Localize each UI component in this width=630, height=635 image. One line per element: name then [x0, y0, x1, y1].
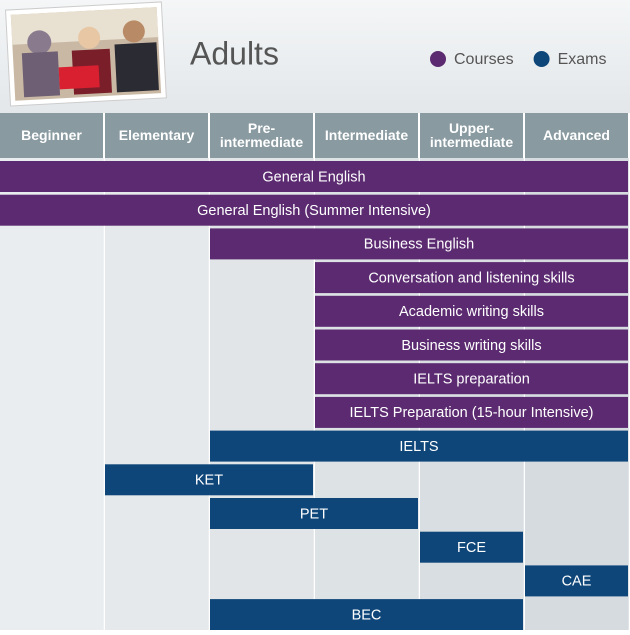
course-name: IELTS preparation	[413, 372, 530, 388]
course-bar	[315, 295, 628, 327]
course-name: Conversation and listening skills	[368, 270, 574, 286]
course-name: PET	[300, 506, 328, 522]
course-bar	[0, 161, 628, 192]
level-label: Elementary	[119, 127, 195, 143]
column-bg	[0, 158, 104, 630]
level-label: intermediate	[220, 134, 303, 150]
course-bar	[105, 464, 313, 496]
level-header	[105, 113, 208, 158]
course-bar	[315, 262, 628, 294]
course-name: Academic writing skills	[399, 304, 544, 320]
course-bar	[210, 228, 628, 260]
column-bg	[105, 158, 209, 630]
title: Adults	[190, 35, 279, 71]
course-name: Business English	[364, 237, 474, 253]
photo	[5, 1, 167, 107]
course-bar	[210, 430, 628, 462]
course-name: FCE	[457, 540, 486, 556]
legend-label: Exams	[558, 51, 607, 68]
legend-label: Courses	[454, 51, 514, 68]
level-label: Advanced	[543, 127, 610, 143]
level-header	[525, 113, 628, 158]
legend-swatch	[533, 51, 550, 67]
level-label: Intermediate	[325, 127, 408, 143]
course-bar	[315, 363, 628, 395]
course-bar	[210, 498, 418, 529]
course-name: IELTS Preparation (15-hour Intensive)	[350, 405, 594, 421]
course-bar	[525, 565, 628, 597]
course-bar	[315, 396, 628, 428]
course-name: General English	[262, 169, 365, 185]
course-bar	[0, 194, 628, 226]
course-name: Business writing skills	[401, 338, 541, 354]
course-bar	[315, 329, 628, 361]
level-header	[0, 113, 103, 158]
level-header	[420, 113, 523, 158]
level-header	[315, 113, 418, 158]
level-header	[210, 113, 313, 158]
level-label: Pre-	[248, 120, 276, 136]
course-name: BEC	[352, 607, 382, 623]
course-bar	[210, 599, 523, 631]
course-bar	[420, 531, 523, 563]
level-label: Beginner	[21, 127, 82, 143]
level-label: Upper-	[449, 120, 494, 136]
course-name: General English (Summer Intensive)	[197, 203, 431, 219]
course-name: IELTS	[399, 439, 438, 455]
course-name: KET	[195, 473, 223, 489]
level-label: intermediate	[430, 134, 513, 150]
course-name: CAE	[562, 574, 592, 590]
legend-swatch	[430, 51, 446, 67]
